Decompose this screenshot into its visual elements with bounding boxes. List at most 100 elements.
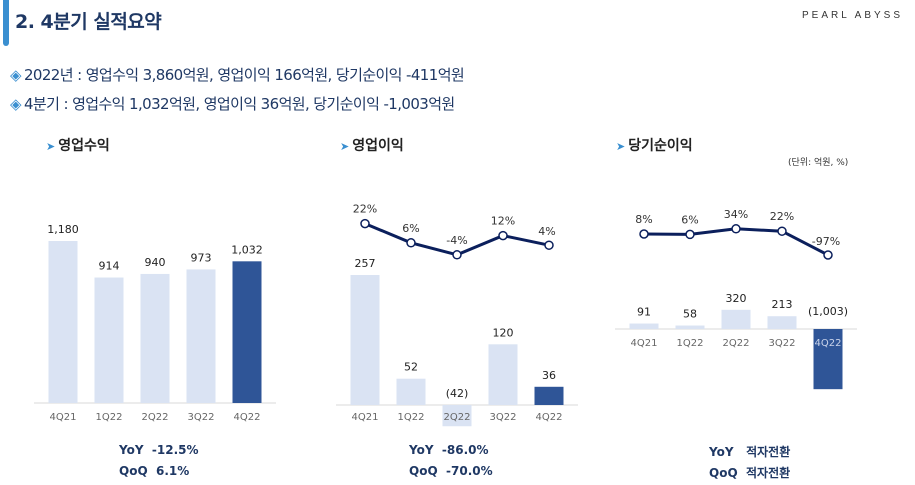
kpi-label: QoQ: [409, 464, 438, 478]
bar-2Q22: [442, 405, 472, 427]
margin-point: [823, 250, 833, 260]
bar-2Q22: [140, 273, 170, 403]
category-label: 4Q22: [234, 412, 261, 423]
margin-label: 22%: [353, 203, 377, 216]
bar-1Q22: [396, 378, 426, 405]
category-label: 1Q22: [398, 412, 425, 423]
category-label: 3Q22: [490, 412, 517, 423]
margin-label: 12%: [491, 215, 515, 228]
bar-value-label: 973: [191, 251, 212, 264]
kpi-label: QoQ: [119, 464, 148, 478]
kpi-qoq-net: QoQ 적자전환: [709, 464, 790, 481]
bar-4Q21: [629, 323, 659, 329]
kpi-label: QoQ: [709, 466, 738, 480]
kpi-yoy-op: YoY -86.0%: [409, 443, 489, 457]
margin-label: 8%: [635, 213, 652, 226]
category-label: 3Q22: [769, 338, 796, 349]
summary-annual-text: 2022년 : 영업수익 3,860억원, 영업이익 166억원, 당기순이익 …: [23, 66, 465, 84]
margin-point: [452, 250, 462, 260]
margin-point: [685, 229, 695, 240]
section-title: 영업이익: [352, 138, 404, 154]
category-label: 1Q22: [677, 338, 704, 349]
bar-value-label: 1,180: [47, 223, 79, 236]
bar-value-label: (42): [446, 387, 469, 400]
arrow-bullet-icon: ➤: [340, 140, 350, 153]
section-operating-profit: ➤ 영업이익: [340, 135, 404, 155]
bar-value-label: 257: [355, 257, 376, 270]
bar-value-label: 213: [772, 298, 793, 311]
kpi-yoy-revenue: YoY -12.5%: [119, 443, 199, 457]
margin-point: [639, 229, 649, 239]
margin-label: 4%: [538, 225, 555, 238]
category-label: 1Q22: [96, 412, 123, 423]
bar-value-label: 52: [404, 361, 418, 374]
bar-value-label: 320: [726, 292, 747, 305]
bar-value-label: 914: [99, 260, 120, 273]
kpi-value: 6.1%: [156, 464, 190, 478]
pearl-abyss-logo: PEARL ABYSS: [802, 10, 903, 21]
bar-value-label: 58: [683, 308, 697, 321]
kpi-value: -70.0%: [446, 464, 493, 478]
bar-4Q22: [813, 329, 843, 390]
bar-value-label: 36: [542, 369, 556, 382]
bar-value-label: 940: [145, 256, 166, 269]
bar-1Q22: [94, 277, 124, 403]
kpi-label: YoY: [709, 445, 734, 459]
margin-label: 6%: [402, 222, 419, 235]
bar-value-label: 1,032: [231, 243, 263, 256]
kpi-yoy-net: YoY 적자전환: [709, 443, 790, 460]
kpi-qoq-op: QoQ -70.0%: [409, 464, 493, 478]
bar-4Q22: [232, 261, 262, 403]
category-label: 4Q21: [352, 412, 379, 423]
margin-point: [406, 238, 416, 248]
arrow-bullet-icon: ➤: [616, 140, 626, 153]
category-label: 3Q22: [188, 412, 215, 423]
unit-label: (단위: 억원, %): [788, 158, 849, 168]
margin-point: [777, 226, 787, 236]
bar-4Q21: [48, 241, 78, 403]
margin-point: [360, 218, 370, 229]
category-label: 4Q22: [536, 412, 563, 423]
summary-annual: ◈ 2022년 : 영업수익 3,860억원, 영업이익 166억원, 당기순이익…: [10, 64, 465, 85]
section-net-income: ➤ 당기순이익: [616, 135, 693, 155]
category-label: 2Q22: [723, 338, 750, 349]
section-title: 영업수익: [58, 138, 110, 154]
margin-label: 22%: [770, 210, 794, 223]
category-label: 4Q21: [631, 338, 658, 349]
kpi-qoq-revenue: QoQ 6.1%: [119, 464, 189, 478]
margin-label: 6%: [681, 213, 698, 226]
category-label: 2Q22: [142, 412, 169, 423]
kpi-value: -86.0%: [441, 443, 489, 457]
margin-label: -4%: [446, 234, 467, 247]
bar-3Q22: [767, 316, 797, 329]
summary-quarter-text: 4분기 : 영업수익 1,032억원, 영업이익 36억원, 당기순이익 -1,…: [23, 95, 455, 113]
bar-3Q22: [488, 344, 518, 405]
diamond-bullet-icon: ◈: [10, 95, 22, 113]
category-label: 4Q21: [50, 412, 77, 423]
bar-value-label: 120: [493, 326, 514, 339]
bar-4Q22: [534, 386, 564, 405]
bar-value-label: 91: [637, 306, 651, 319]
bar-1Q22: [675, 325, 705, 329]
section-revenue: ➤ 영업수익: [46, 135, 110, 155]
margin-point: [544, 240, 554, 250]
margin-point: [731, 224, 741, 234]
diamond-bullet-icon: ◈: [10, 66, 22, 84]
kpi-label: YoY: [119, 443, 144, 457]
margin-point: [498, 230, 508, 241]
bar-3Q22: [186, 269, 216, 403]
kpi-value: 적자전환: [746, 466, 791, 480]
kpi-value: 적자전환: [746, 445, 791, 459]
category-label: 4Q22: [815, 338, 842, 349]
kpi-label: YoY: [409, 443, 434, 457]
title-accent-bar: [3, 0, 9, 46]
category-label: 2Q22: [444, 412, 471, 423]
margin-label: -97%: [812, 235, 840, 248]
bar-4Q21: [350, 275, 380, 405]
page-title: 2. 4분기 실적요약: [15, 11, 162, 33]
section-title: 당기순이익: [628, 138, 693, 154]
arrow-bullet-icon: ➤: [46, 140, 56, 153]
kpi-value: -12.5%: [151, 443, 199, 457]
summary-quarter: ◈ 4분기 : 영업수익 1,032억원, 영업이익 36억원, 당기순이익 -1…: [10, 93, 455, 114]
